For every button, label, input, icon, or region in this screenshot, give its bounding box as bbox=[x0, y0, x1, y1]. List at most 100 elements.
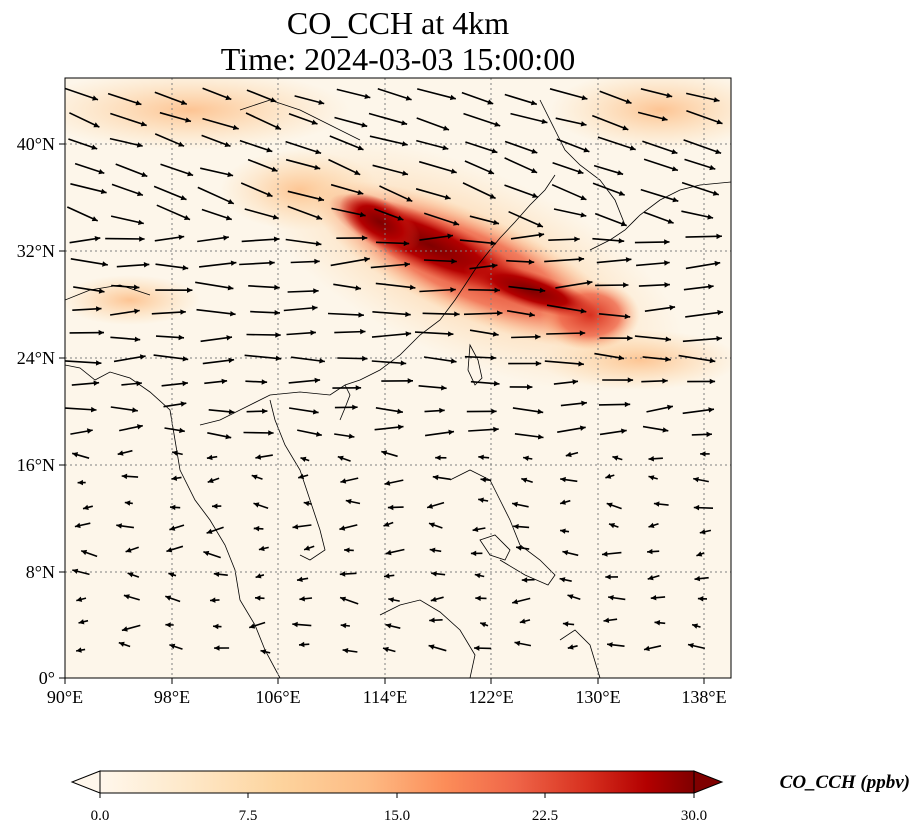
wind-arrow-head bbox=[136, 380, 142, 387]
wind-arrow-head bbox=[527, 384, 533, 390]
wind-arrow-head bbox=[665, 336, 671, 342]
wind-arrow-shaft bbox=[418, 160, 457, 174]
plot-title-line1: CO_CCH at 4km bbox=[286, 5, 510, 41]
wind-arrow-head bbox=[300, 456, 307, 462]
wind-arrow-head bbox=[364, 93, 371, 99]
wind-arrow-shaft bbox=[160, 163, 194, 177]
wind-arrow-head bbox=[562, 550, 569, 556]
wind-arrow-head bbox=[647, 548, 653, 555]
wind-arrow-shaft bbox=[153, 354, 189, 361]
wind-arrow-shaft bbox=[556, 138, 590, 153]
wind-arrow-head bbox=[253, 525, 260, 532]
wind-arrow-head bbox=[275, 124, 281, 130]
wind-arrow-head bbox=[140, 121, 147, 127]
wind-arrow-head bbox=[260, 649, 267, 655]
wind-arrow-head bbox=[400, 360, 407, 366]
wind-arrow-head bbox=[165, 622, 171, 628]
wind-arrow-head bbox=[383, 521, 390, 527]
coastlines bbox=[65, 99, 731, 678]
wind-arrow-head bbox=[567, 594, 574, 600]
wind-arrow-shaft bbox=[462, 182, 496, 200]
wind-arrow-head bbox=[493, 219, 499, 225]
wind-arrow-head bbox=[275, 355, 282, 361]
wind-arrow-head bbox=[98, 329, 104, 336]
wind-arrow-head bbox=[579, 425, 586, 431]
wind-arrow-head bbox=[580, 212, 587, 218]
wind-arrow-head bbox=[182, 380, 188, 387]
wind-arrow-head bbox=[342, 648, 349, 654]
wind-arrow-head bbox=[627, 377, 634, 383]
wind-arrow-head bbox=[430, 596, 437, 602]
wind-arrow-head bbox=[227, 285, 234, 291]
wind-arrow-shaft bbox=[153, 185, 187, 201]
wind-arrow-head bbox=[490, 240, 497, 246]
wind-arrow-head bbox=[532, 192, 538, 198]
x-tick-label: 90°E bbox=[47, 687, 83, 707]
wind-arrow-shaft bbox=[70, 183, 107, 194]
wind-arrow-head bbox=[530, 100, 537, 106]
map-frame bbox=[64, 77, 732, 679]
wind-arrow-head bbox=[580, 121, 587, 127]
wind-arrow-head bbox=[401, 141, 408, 147]
wind-arrow-head bbox=[512, 501, 518, 508]
wind-arrow-shaft bbox=[599, 90, 632, 104]
wind-arrow-head bbox=[314, 164, 321, 170]
wind-arrow-head bbox=[78, 619, 85, 625]
wind-arrow-head bbox=[182, 356, 189, 362]
wind-arrow-head bbox=[135, 100, 142, 106]
wind-arrow-shaft bbox=[597, 136, 636, 151]
wind-arrow-head bbox=[223, 235, 229, 241]
colorbar-tick-label: 22.5 bbox=[532, 808, 558, 824]
y-tick-label: 24°N bbox=[17, 348, 55, 368]
wind-arrow-head bbox=[442, 145, 449, 151]
wind-arrow-shaft bbox=[415, 188, 451, 200]
wind-arrow-shaft bbox=[116, 263, 150, 268]
wind-arrow-head bbox=[581, 400, 587, 406]
wind-arrow-head bbox=[98, 169, 105, 175]
wind-arrow-head bbox=[529, 311, 535, 318]
wind-arrow-head bbox=[169, 525, 176, 531]
wind-arrow-shaft bbox=[592, 182, 625, 196]
wind-arrow-head bbox=[537, 434, 544, 440]
wind-arrow-head bbox=[311, 305, 318, 311]
wind-arrow-head bbox=[528, 259, 535, 265]
wind-arrow-shaft bbox=[245, 112, 282, 131]
wind-arrow-head bbox=[653, 501, 660, 507]
wind-arrow-head bbox=[172, 450, 178, 456]
wind-arrow-head bbox=[448, 429, 454, 435]
wind-arrow-head bbox=[269, 260, 275, 266]
wind-arrow-head bbox=[292, 621, 298, 628]
wind-arrow-head bbox=[213, 623, 219, 630]
wind-arrow-head bbox=[133, 284, 140, 290]
wind-arrow-shaft bbox=[375, 241, 410, 245]
wind-arrow-head bbox=[348, 433, 355, 439]
wind-arrow-head bbox=[621, 428, 627, 434]
wind-arrow-head bbox=[141, 171, 148, 177]
wind-arrow-shaft bbox=[465, 141, 498, 154]
wind-arrow-head bbox=[489, 193, 496, 199]
wind-arrow-head bbox=[251, 474, 258, 480]
wind-arrow-shaft bbox=[375, 282, 416, 289]
wind-arrow-head bbox=[139, 236, 145, 242]
wind-arrow-head bbox=[405, 311, 411, 317]
wind-arrow-head bbox=[562, 621, 569, 627]
wind-arrow-shaft bbox=[682, 337, 722, 343]
wind-arrow-shaft bbox=[546, 332, 586, 335]
wind-arrow-head bbox=[708, 284, 714, 290]
wind-arrow-head bbox=[213, 571, 220, 577]
wind-arrow-head bbox=[93, 380, 100, 386]
wind-arrow-head bbox=[560, 476, 566, 483]
colorbar-tick-label: 0.0 bbox=[91, 808, 110, 824]
wind-arrow-head bbox=[700, 451, 706, 457]
wind-arrow-head bbox=[249, 623, 256, 629]
wind-arrow-head bbox=[536, 222, 543, 228]
wind-arrow-head bbox=[480, 622, 487, 628]
wind-arrow-shaft bbox=[681, 210, 714, 219]
wind-arrow-head bbox=[475, 595, 481, 601]
wind-arrow-shaft bbox=[417, 88, 456, 100]
colorbar-gradient bbox=[99, 770, 695, 794]
wind-arrow-shaft bbox=[109, 137, 143, 147]
wind-arrow-head bbox=[179, 427, 185, 434]
wind-arrow-head bbox=[662, 378, 668, 384]
